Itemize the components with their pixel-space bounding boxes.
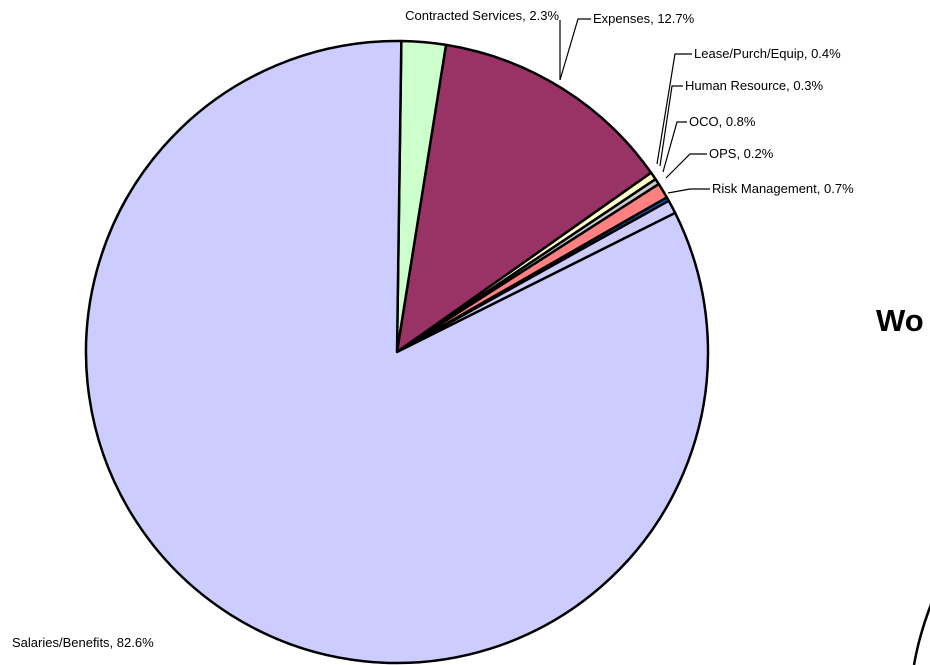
label-salaries-benefits: Salaries/Benefits, 82.6% <box>12 635 154 650</box>
label-lease-purch-equip: Lease/Purch/Equip, 0.4% <box>694 46 841 61</box>
slice-salaries-benefits <box>84 39 710 665</box>
leader-expenses <box>559 18 591 81</box>
leader-ops <box>665 153 707 179</box>
leader-lines <box>559 18 710 194</box>
leader-lease-purch-equip <box>656 53 692 165</box>
slice-labels: Contracted Services, 2.3% Expenses, 12.7%… <box>12 8 854 650</box>
pie-slices <box>84 39 710 665</box>
leader-risk-management <box>667 188 710 194</box>
second-chart-pie-edge <box>912 603 930 665</box>
label-oco: OCO, 0.8% <box>689 114 756 129</box>
leader-oco <box>662 121 687 173</box>
label-ops: OPS, 0.2% <box>709 146 774 161</box>
label-expenses: Expenses, 12.7% <box>593 11 695 26</box>
label-contracted-services: Contracted Services, 2.3% <box>405 8 559 23</box>
slice-expenses <box>395 43 653 354</box>
second-chart-title-fragment: Wo <box>876 303 924 338</box>
leader-human-resource <box>659 85 683 167</box>
label-human-resource: Human Resource, 0.3% <box>685 78 823 93</box>
label-risk-management: Risk Management, 0.7% <box>712 181 854 196</box>
